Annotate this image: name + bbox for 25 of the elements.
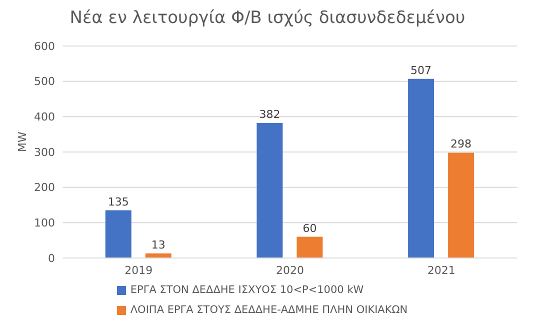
y-tick-label: 300 <box>34 146 55 159</box>
data-label: 507 <box>410 64 432 77</box>
y-axis-title: MW <box>16 132 29 152</box>
bar <box>296 236 323 258</box>
bar <box>408 78 434 258</box>
x-tick-label: 2019 <box>124 264 153 277</box>
y-tick-label: 500 <box>34 75 55 88</box>
bar <box>448 152 474 258</box>
x-tick-label: 2020 <box>276 264 304 277</box>
legend-label: ΕΡΓΑ ΣΤΟΝ ΔΕΔΔΗΕ ΙΣΧΥΟΣ 10<P<1000 kW <box>130 284 364 296</box>
data-label: 135 <box>108 195 129 208</box>
y-tick-label: 100 <box>34 216 55 230</box>
y-tick-label: 600 <box>34 40 55 53</box>
bar <box>105 210 132 258</box>
legend-label: ΛΟΙΠΑ ΕΡΓΑ ΣΤΟΥΣ ΔΕΔΔΗΕ-ΑΔΜΗΕ ΠΛΗΝ ΟΙΚΙΑΚΩΝ <box>130 304 408 316</box>
data-label: 298 <box>450 138 472 151</box>
y-tick-label: 200 <box>34 181 55 194</box>
data-label: 13 <box>151 238 166 252</box>
data-label: 382 <box>259 108 280 122</box>
bar <box>256 123 283 258</box>
data-label: 60 <box>302 222 317 235</box>
y-tick-label: 0 <box>48 252 55 265</box>
x-tick-label: 2021 <box>427 264 456 277</box>
chart-title: Νέα εν λειτουργία Φ/Β ισχύς διασυνδεδεμένου <box>68 8 466 30</box>
y-tick-label: 400 <box>34 110 55 124</box>
